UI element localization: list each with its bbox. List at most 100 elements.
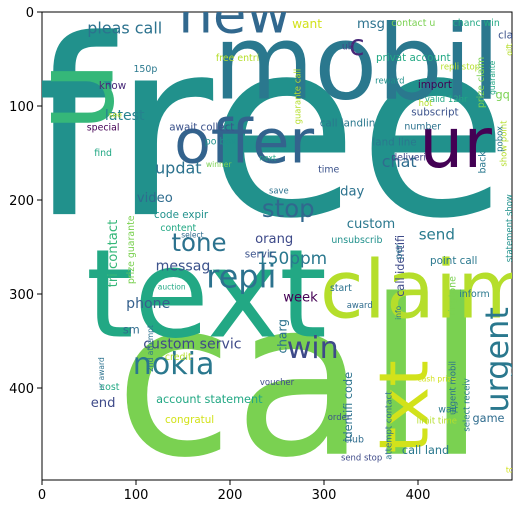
y-tick-label: 0 (26, 6, 34, 21)
cloud-word: voucher (260, 377, 295, 387)
cloud-word: congratul (165, 414, 214, 426)
cloud-word: c (349, 29, 365, 62)
cloud-word: award (347, 300, 373, 310)
cloud-word: end (91, 396, 116, 411)
cloud-word: back (478, 151, 489, 174)
plot-area (41, 11, 513, 481)
cloud-word: hot (419, 98, 434, 108)
cloud-word: txt (364, 360, 443, 453)
cloud-word: game (473, 412, 505, 425)
cloud-word: next (259, 154, 276, 163)
cloud-word: inform (459, 289, 489, 300)
cloud-word: ur award (97, 357, 106, 391)
cloud-word: per (394, 244, 405, 260)
cloud-word: mobil (213, 3, 500, 123)
cloud-word: special (87, 122, 120, 133)
y-tick-label: 400 (9, 382, 34, 397)
cloud-word: pobox (495, 126, 505, 152)
cloud-word: unsubscrib (331, 235, 382, 246)
cloud-word: urgent mobil (448, 361, 458, 415)
cloud-word: credit (165, 352, 192, 363)
cloud-word: day (340, 184, 364, 199)
cloud-word: order (328, 412, 351, 422)
cloud-word: msg (357, 17, 385, 32)
cloud-word: text (86, 223, 327, 365)
cloud-word: chat (382, 152, 417, 171)
cloud-word: prize guarante (126, 215, 137, 284)
cloud-word: attempt contact (384, 391, 394, 460)
cloud-word: find (94, 148, 112, 159)
cloud-word: number (404, 122, 441, 133)
cloud-word: uk (342, 42, 354, 53)
cloud-word: chanc win (453, 18, 500, 29)
cloud-word: offer (174, 107, 314, 177)
x-axis: 0 100 200 300 400 (38, 480, 431, 503)
cloud-word: ur (419, 103, 492, 184)
cloud-word: contact u (391, 18, 435, 29)
cloud-word: send (419, 225, 455, 243)
cloud-word: code expir (154, 209, 209, 221)
cloud-word: week (283, 291, 318, 306)
cloud-word: phone (126, 296, 170, 312)
cloud-word: updat (155, 159, 201, 178)
cloud-word: privat account (376, 52, 451, 64)
cloud-word: claim (320, 244, 518, 337)
cloud-word: free entri (216, 53, 259, 64)
x-tick-label: 200 (218, 488, 243, 503)
cloud-word: prize claim (476, 57, 487, 108)
cloud-word: latest (105, 108, 145, 124)
cloud-word: po box (205, 137, 237, 148)
cloud-word: call identifi (394, 235, 407, 297)
cloud-word: account statement (156, 393, 263, 406)
y-tick-label: 100 (9, 100, 34, 115)
cloud-word: await collect (169, 121, 234, 133)
cloud-word: point call (430, 255, 477, 267)
cloud-word: gq (495, 88, 509, 101)
cloud-word: time (318, 165, 339, 176)
cloud-word: orang (255, 232, 293, 247)
cloud-word: save (269, 185, 289, 195)
cloud-word: info (394, 305, 403, 319)
cloud-word: see (109, 110, 123, 119)
cloud-word: limit time (417, 416, 457, 426)
cloud-word: select receiv (462, 378, 472, 432)
cloud-word: custom (347, 217, 395, 232)
cloud-word: 2nd attempt (146, 325, 155, 372)
cloud-word: call (115, 253, 486, 505)
cloud-word: deliveri (391, 153, 426, 164)
cloud-word: servic (245, 248, 276, 260)
cloud-word: repli stop (441, 61, 481, 71)
y-tick-label: 200 (9, 194, 34, 209)
cloud-word: 150ppm (257, 248, 327, 268)
cloud-word: win (287, 331, 339, 366)
cloud-word: identifi code (342, 372, 355, 442)
x-tick-label: 400 (406, 488, 431, 503)
cloud-word: top (506, 466, 518, 475)
cloud-word: guarante call (293, 69, 303, 125)
cloud-word: winner (206, 160, 232, 169)
cloud-word: new (178, 0, 291, 46)
cloud-word: custom servic (143, 337, 241, 353)
y-axis: 0 100 200 300 400 (9, 6, 42, 397)
cloud-word: ringtone (448, 276, 459, 316)
cloud-word: claim (498, 29, 518, 41)
cloud-word: show point (498, 120, 508, 167)
y-tick-label: 300 (9, 288, 34, 303)
cloud-word: stop (262, 194, 315, 223)
cloud-word: select (181, 231, 203, 240)
cloud-word: want (292, 17, 322, 31)
cloud-word: auction (158, 282, 186, 291)
cloud-word: land line (372, 136, 416, 148)
cloud-word: valid 12hr (425, 94, 468, 104)
x-tick-label: 300 (312, 488, 337, 503)
cloud-word: know (99, 80, 127, 92)
cloud-word: tone (171, 228, 226, 257)
x-tick-label: 0 (38, 488, 46, 503)
cloud-word: start (330, 283, 352, 294)
cloud-word: call land (402, 444, 449, 457)
cloud-word: messag (156, 259, 211, 275)
cloud-word: cost (100, 382, 120, 393)
cloud-word: subscript (411, 106, 458, 118)
